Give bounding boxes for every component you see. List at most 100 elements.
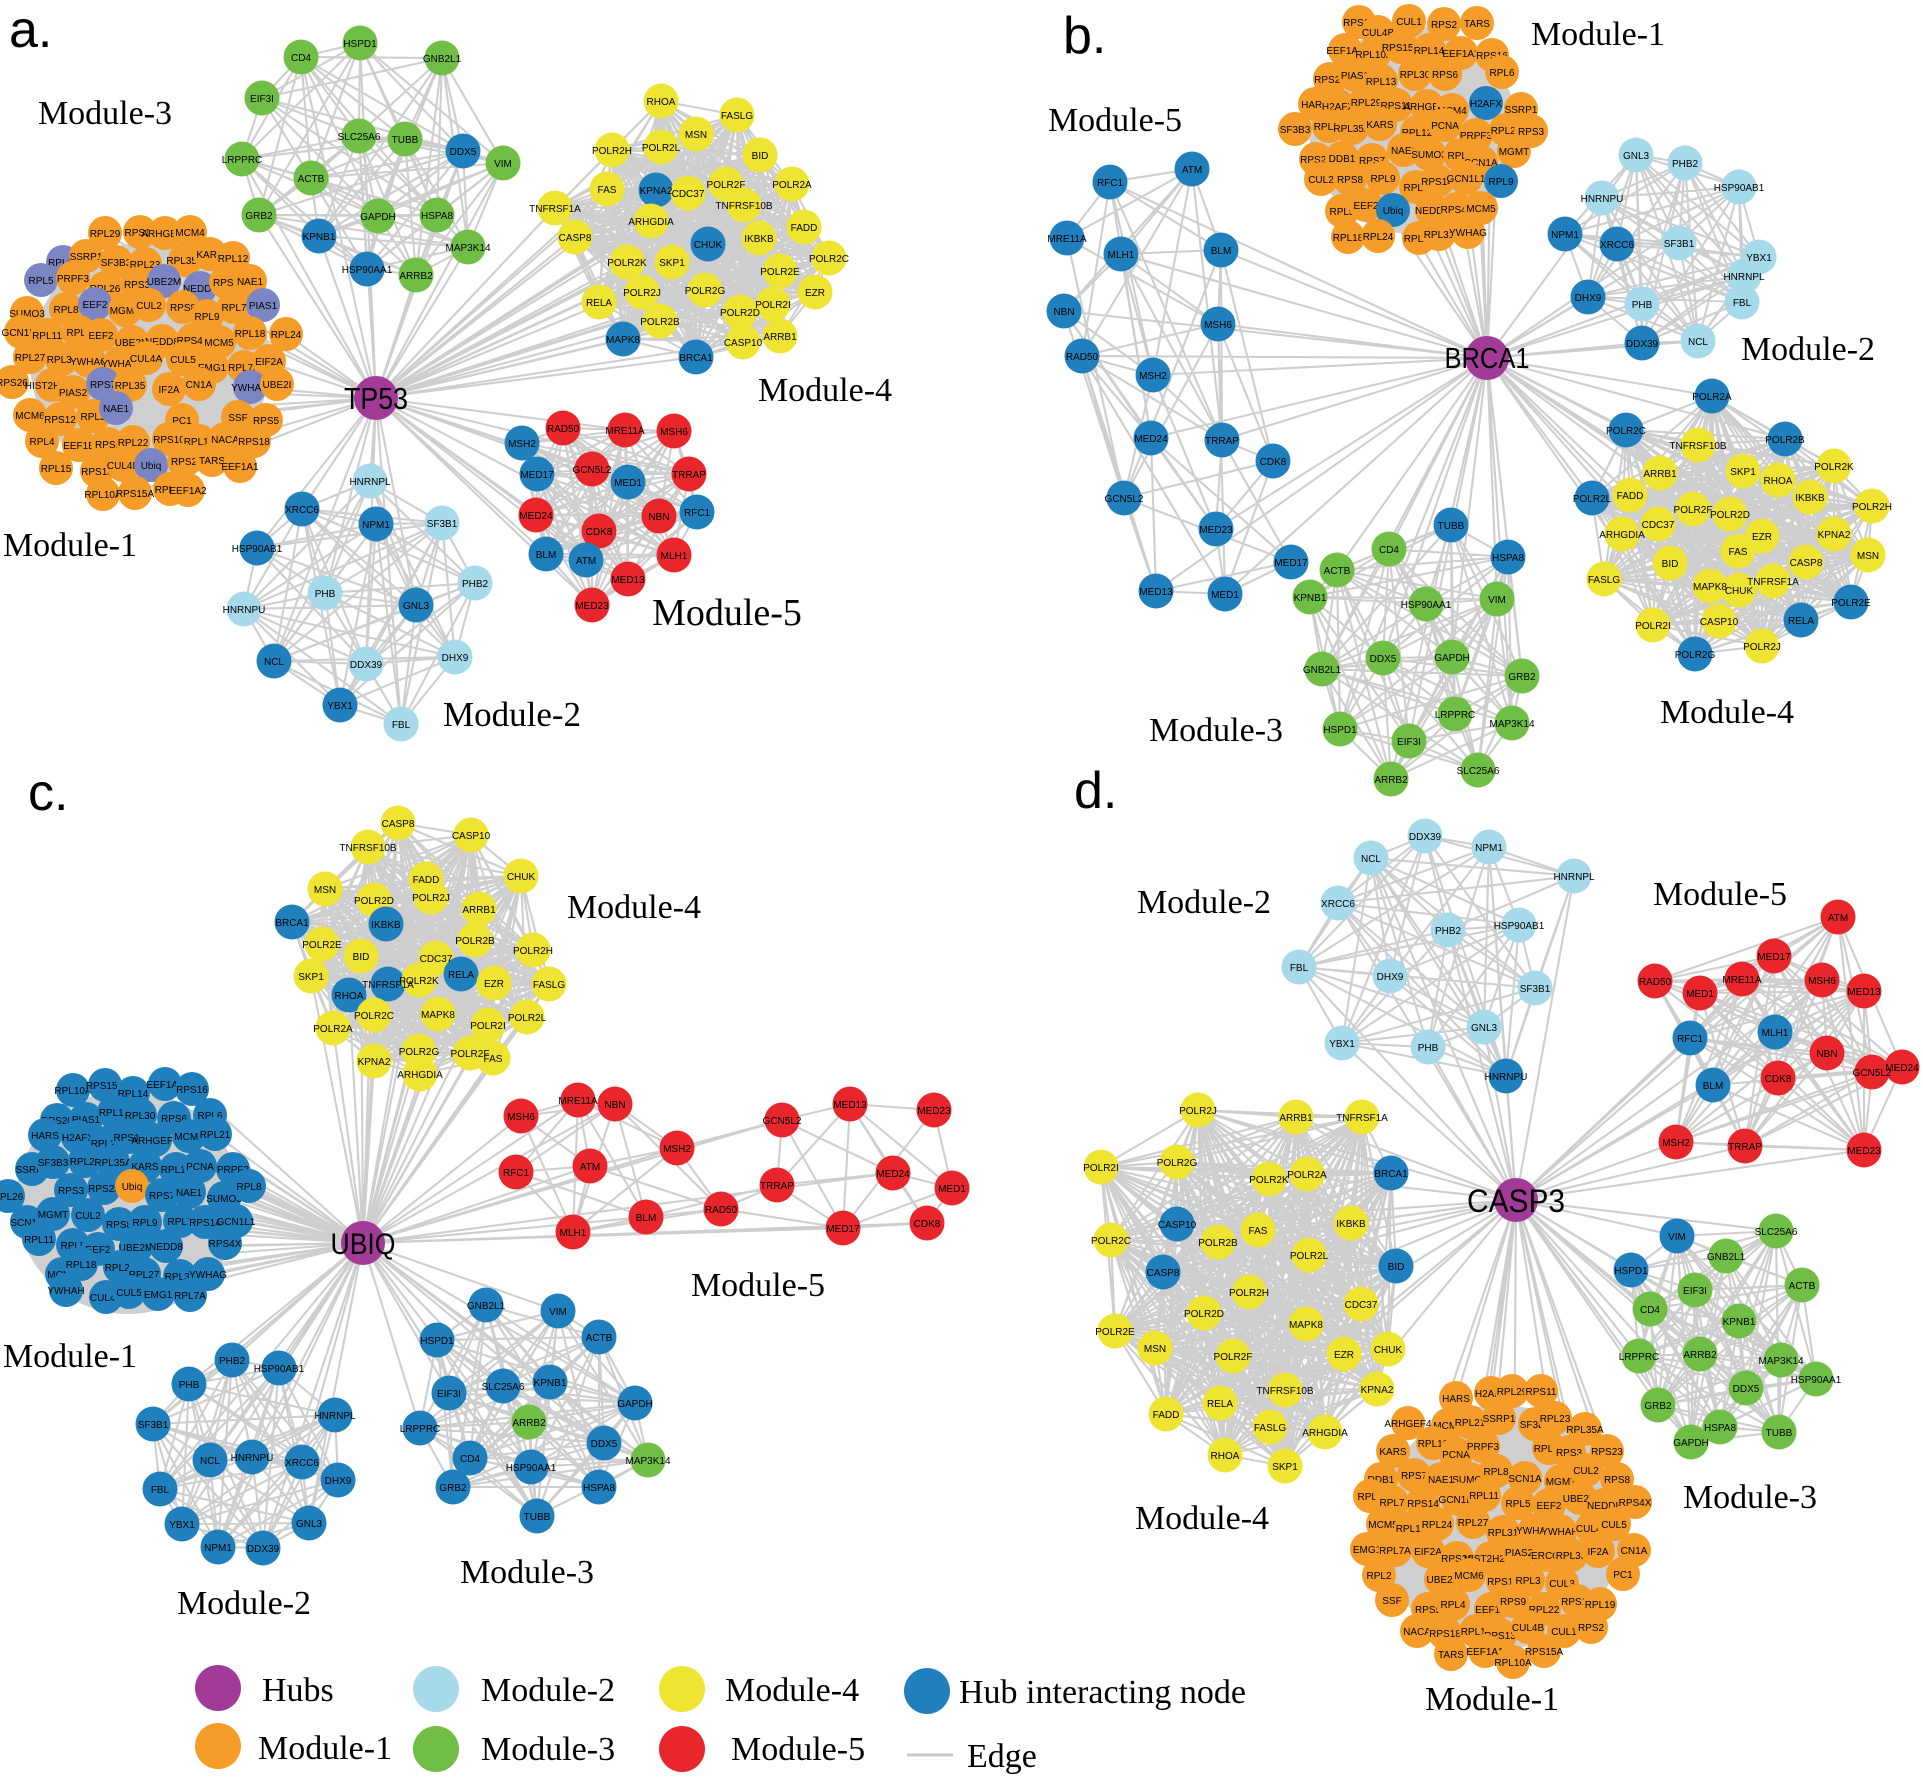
svg-text:RPL5: RPL5 [66,328,91,339]
svg-text:ARRB1: ARRB1 [1643,469,1677,480]
svg-text:RPL8: RPL8 [53,305,78,316]
svg-text:RPS23: RPS23 [1591,1447,1623,1458]
svg-text:Module-1: Module-1 [1425,1681,1559,1718]
svg-text:PHB2: PHB2 [462,579,489,590]
svg-text:GAPDH: GAPDH [1434,653,1470,664]
svg-text:GAPDH: GAPDH [1673,1438,1709,1449]
svg-text:Hub interacting node: Hub interacting node [959,1674,1246,1711]
svg-text:IF2A: IF2A [158,385,179,396]
svg-text:CDC37: CDC37 [1642,520,1675,531]
svg-text:PCNA: PCNA [186,1162,214,1173]
svg-text:EEF1A2: EEF1A2 [1442,49,1480,60]
svg-text:POLR2J: POLR2J [623,288,661,299]
svg-text:CD4: CD4 [1640,1305,1660,1316]
svg-text:MED13: MED13 [1847,987,1881,998]
svg-text:TRRAP: TRRAP [672,470,706,481]
svg-text:Module-2: Module-2 [177,1585,311,1622]
svg-text:YBX1: YBX1 [327,701,353,712]
svg-text:RPL29: RPL29 [1497,1387,1528,1398]
svg-text:UBE2M: UBE2M [1563,1494,1597,1505]
svg-text:ATM: ATM [576,556,596,567]
svg-text:POLR2G: POLR2G [1675,650,1716,661]
svg-text:GRB2: GRB2 [1644,1401,1672,1412]
svg-text:PRPF3: PRPF3 [1467,1442,1500,1453]
svg-text:RPL24: RPL24 [105,1263,136,1274]
svg-text:MSH2: MSH2 [663,1144,691,1155]
svg-text:UBE2M: UBE2M [119,1243,153,1254]
svg-text:TUBB: TUBB [1766,1428,1793,1439]
svg-text:SSRP1: SSRP1 [1483,1414,1516,1425]
svg-text:PIAS2: PIAS2 [59,388,88,399]
svg-text:POLR2H: POLR2H [1229,1288,1269,1299]
svg-text:IF2A: IF2A [1587,1547,1608,1558]
svg-text:NCL: NCL [1688,337,1708,348]
svg-text:SCN1A: SCN1A [10,1218,44,1229]
svg-text:TNFRSF1A: TNFRSF1A [362,980,414,991]
svg-text:VIM: VIM [1488,595,1506,606]
svg-text:CDK8: CDK8 [914,1219,941,1230]
svg-text:Module-3: Module-3 [481,1731,615,1768]
svg-text:c.: c. [28,764,68,822]
svg-text:IKBKB: IKBKB [1795,493,1825,504]
svg-text:CUL2: CUL2 [1573,1466,1599,1477]
svg-text:GNL3: GNL3 [1471,1023,1498,1034]
svg-text:NEDD8: NEDD8 [183,284,217,295]
svg-text:FASLG: FASLG [533,980,565,991]
svg-text:RPL14: RPL14 [118,1089,149,1100]
svg-text:EZR: EZR [1334,1350,1354,1361]
svg-text:EEF2: EEF2 [85,1245,110,1256]
svg-text:CUL4A: CUL4A [130,354,163,365]
svg-text:GNB2L1: GNB2L1 [467,1301,506,1312]
svg-text:MCM5: MCM5 [204,338,234,349]
svg-text:NEDD8: NEDD8 [145,337,179,348]
svg-text:CHUK: CHUK [1725,586,1754,597]
svg-text:RPL7A: RPL7A [228,363,260,374]
svg-text:BLM: BLM [1211,246,1232,257]
svg-text:XRCC6: XRCC6 [285,1458,319,1469]
svg-text:MSH2: MSH2 [508,439,536,450]
svg-text:PRPF3: PRPF3 [57,274,90,285]
svg-text:DDX5: DDX5 [1370,654,1397,665]
svg-text:GCN1L1: GCN1L1 [217,1217,256,1228]
svg-text:RPL27: RPL27 [1458,1518,1489,1529]
svg-text:BID: BID [1388,1262,1405,1273]
svg-text:MCM4: MCM4 [175,228,205,239]
svg-text:TRRAP: TRRAP [1205,436,1239,447]
svg-text:MED24: MED24 [876,1169,910,1180]
svg-text:UBE2I: UBE2I [1427,1575,1456,1586]
svg-text:RPS9: RPS9 [1500,1597,1527,1608]
svg-text:POLR2E: POLR2E [760,267,800,278]
svg-text:RFC1: RFC1 [1677,1034,1704,1045]
svg-text:Module-1: Module-1 [258,1730,392,1767]
svg-text:DDX39: DDX39 [350,660,383,671]
svg-text:EIF3I: EIF3I [1683,1286,1707,1297]
svg-text:CUL4B: CUL4B [1362,28,1395,39]
svg-text:Module-5: Module-5 [1048,102,1182,139]
svg-text:BRCA1: BRCA1 [1445,343,1530,375]
svg-text:RPL30: RPL30 [125,1111,156,1122]
svg-text:CN1A: CN1A [186,380,213,391]
svg-text:MED13: MED13 [833,1100,867,1111]
svg-text:YWHAG: YWHAG [189,1270,227,1281]
svg-text:POLR2D: POLR2D [354,896,394,907]
svg-text:POLR2C: POLR2C [809,254,849,265]
svg-text:RPL26: RPL26 [0,1192,24,1203]
svg-text:Module-3: Module-3 [1683,1479,1817,1516]
svg-text:CHUK: CHUK [507,872,536,883]
svg-text:EEF2: EEF2 [88,331,113,342]
svg-text:EEF2: EEF2 [1353,201,1378,212]
svg-text:SF3B3: SF3B3 [1280,125,1311,136]
svg-text:RPL13: RPL13 [99,1108,130,1119]
svg-text:YBX1: YBX1 [169,1520,195,1531]
svg-text:HNRNPL: HNRNPL [314,1411,356,1422]
svg-text:POLR2G: POLR2G [685,286,726,297]
svg-text:SSF: SSF [228,413,247,424]
svg-text:RPL18: RPL18 [1333,233,1364,244]
svg-text:RAD50: RAD50 [1066,352,1099,363]
svg-text:Module-2: Module-2 [1741,331,1875,368]
svg-text:RPL7: RPL7 [221,303,246,314]
svg-text:RPS20: RPS20 [1314,75,1346,86]
svg-text:RPS9: RPS9 [95,440,122,451]
svg-text:MED23: MED23 [575,601,609,612]
svg-text:RPL18: RPL18 [235,329,266,340]
